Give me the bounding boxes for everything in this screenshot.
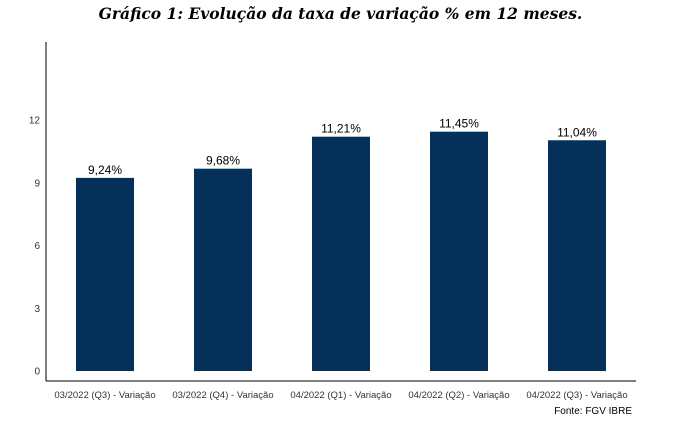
x-tick-label: 03/2022 (Q3) - Variação <box>54 390 155 401</box>
y-tick-label: 6 <box>34 241 40 252</box>
x-tick-label: 04/2022 (Q3) - Variação <box>526 390 627 401</box>
x-tick-label: 04/2022 (Q2) - Variação <box>408 390 509 401</box>
chart-title: Gráfico 1: Evolução da taxa de variação … <box>98 4 583 23</box>
source-note: Fonte: FGV IBRE <box>554 406 632 417</box>
bar <box>194 168 252 371</box>
y-tick-label: 0 <box>34 367 40 378</box>
data-label: 11,21% <box>321 122 361 136</box>
bar <box>76 177 134 371</box>
data-label: 11,04% <box>557 125 597 139</box>
bar <box>312 136 370 371</box>
y-tick-label: 3 <box>34 304 40 315</box>
bar <box>430 131 488 371</box>
y-tick-label: 9 <box>34 178 40 189</box>
data-label: 11,45% <box>439 117 479 131</box>
data-label: 9,24% <box>88 163 122 177</box>
y-tick-label: 12 <box>29 116 41 127</box>
x-tick-label: 04/2022 (Q1) - Variação <box>290 390 391 401</box>
x-tick-label: 03/2022 (Q4) - Variação <box>172 390 273 401</box>
bar <box>548 140 606 371</box>
data-label: 9,68% <box>206 154 240 168</box>
